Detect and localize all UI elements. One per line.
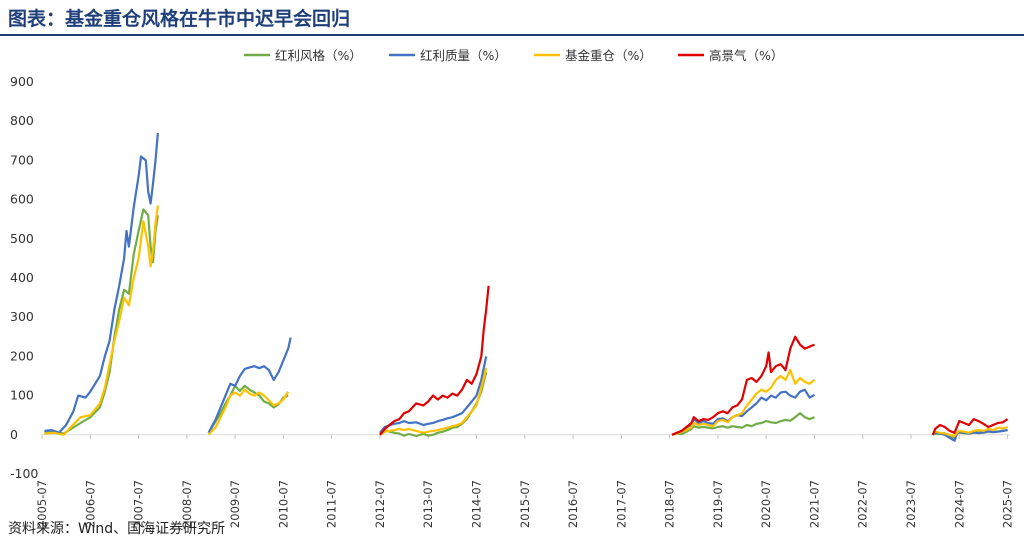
x-tick-label: 2016-07 (566, 480, 580, 528)
y-tick-label: 500 (10, 231, 34, 246)
y-tick-label: 900 (10, 74, 34, 89)
x-tick-label: 2022-07 (856, 480, 870, 528)
series-1 (44, 132, 1008, 442)
x-tick-label: 2006-07 (83, 480, 97, 528)
x-tick-label: 2013-07 (421, 480, 435, 528)
y-tick-label: 300 (10, 309, 34, 324)
y-tick-label: 100 (10, 388, 34, 403)
series-2 (44, 205, 1008, 438)
x-tick-label: 2025-07 (1001, 480, 1015, 528)
series-0 (44, 208, 1008, 439)
series-line (671, 412, 815, 436)
y-tick-label: 600 (10, 192, 34, 207)
source-note: 资料来源：Wind、国海证券研究所 (8, 521, 226, 537)
series-line (671, 369, 816, 436)
x-axis: 2005-07 2006-07 2007-07 2008-07 2009-07 2010-… (35, 434, 1015, 528)
series-line (671, 335, 815, 436)
y-tick-label: 700 (10, 152, 34, 167)
series-line (379, 285, 490, 436)
x-tick-label: 2012-07 (373, 480, 387, 528)
series-line (44, 208, 159, 435)
x-tick-label: 2018-07 (663, 480, 677, 528)
x-tick-label: 2020-07 (759, 480, 773, 528)
legend-label: 红利风格（%） (275, 48, 362, 63)
x-tick-label: 2019-07 (711, 480, 725, 528)
series-group (44, 132, 1009, 442)
series-line (44, 132, 159, 434)
y-tick-label: 400 (10, 270, 34, 285)
page-title: 图表：基金重仓风格在牛市中迟早会回归 (8, 8, 351, 30)
y-tick-label: 800 (10, 113, 34, 128)
series-line (932, 425, 1008, 438)
x-tick-label: 2014-07 (470, 480, 484, 528)
x-tick-label: 2017-07 (614, 480, 628, 528)
series-3 (379, 285, 1009, 436)
legend-label: 基金重仓（%） (565, 48, 652, 63)
series-line (207, 388, 290, 436)
legend: 红利风格（%） 红利质量（%） 基金重仓（%） 高景气（%） (244, 48, 783, 63)
x-tick-label: 2021-07 (807, 480, 821, 528)
x-tick-label: 2023-07 (904, 480, 918, 528)
y-axis: -100 0 100 200 300 400 500 600 700 800 900 (10, 74, 38, 481)
y-tick-label: 200 (10, 348, 34, 363)
series-line (379, 356, 488, 434)
x-tick-label: 2007-07 (132, 480, 146, 528)
x-tick-label: 2010-07 (276, 480, 290, 528)
series-line (207, 384, 289, 434)
x-tick-label: 2008-07 (180, 480, 194, 528)
series-line (379, 367, 488, 436)
x-tick-label: 2005-07 (35, 480, 49, 528)
y-tick-label: -100 (10, 466, 38, 481)
x-tick-label: 2024-07 (952, 480, 966, 528)
x-tick-label: 2009-07 (228, 480, 242, 528)
x-tick-label: 2011-07 (325, 480, 339, 528)
y-tick-label: 0 (10, 427, 18, 442)
title-rule (0, 34, 1024, 36)
series-line (931, 418, 1009, 436)
legend-label: 红利质量（%） (420, 48, 507, 63)
series-line (44, 205, 159, 436)
series-line (207, 337, 292, 434)
legend-label: 高景气（%） (709, 48, 783, 63)
x-tick-label: 2015-07 (518, 480, 532, 528)
